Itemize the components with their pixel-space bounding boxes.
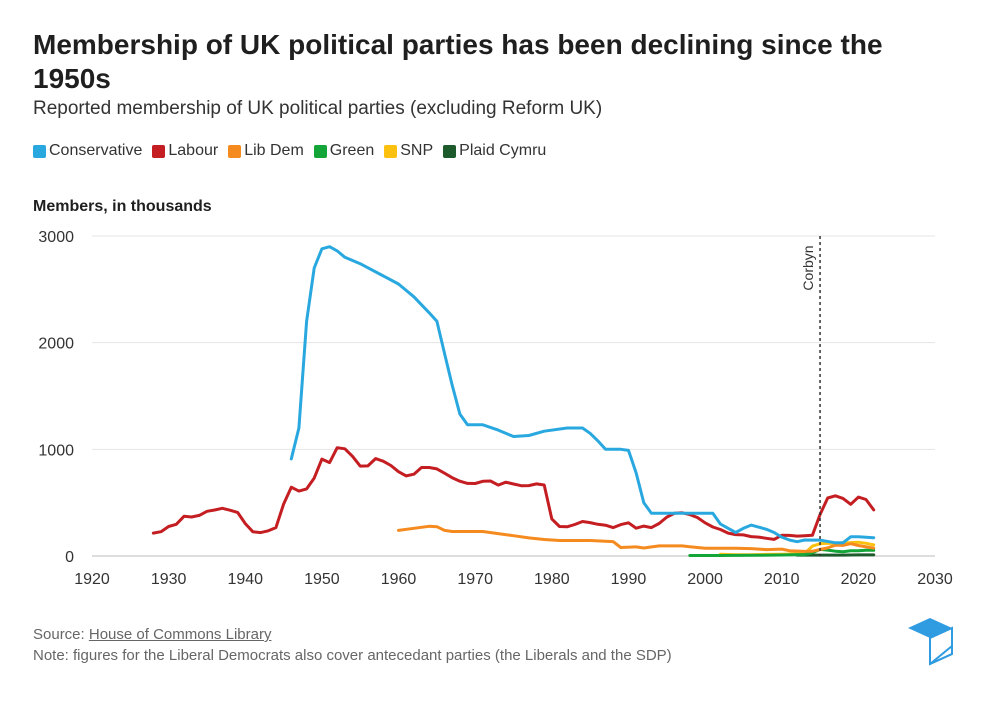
legend-label: SNP — [400, 142, 434, 159]
legend-label: Lib Dem — [244, 142, 304, 159]
source-block: Source: House of Commons Library Note: f… — [33, 624, 672, 666]
x-tick-label: 2020 — [841, 571, 877, 588]
y-axis-title: Members, in thousands — [33, 198, 212, 215]
legend-swatch — [443, 144, 457, 158]
legend-item-labour: Labour — [152, 142, 218, 160]
x-tick-label: 1980 — [534, 571, 570, 588]
legend-swatch — [33, 144, 46, 158]
chart-title: Membership of UK political parties has b… — [33, 29, 883, 94]
y-tick-label: 0 — [65, 549, 74, 566]
chart-subtitle: Reported membership of UK political part… — [33, 98, 603, 119]
x-tick-label: 1920 — [74, 571, 110, 588]
legend: Conservative Labour Lib Dem Green SNP Plaid C… — [33, 142, 546, 160]
annotation-label: Corbyn — [800, 245, 816, 290]
y-tick-label: 2000 — [38, 336, 74, 353]
legend-item-conservative: Conservative — [33, 142, 142, 160]
x-tick-label: 1970 — [457, 571, 493, 588]
note-text: Note: figures for the Liberal Democrats … — [33, 647, 672, 664]
source-label: Source: — [33, 626, 85, 643]
legend-swatch — [313, 144, 327, 158]
x-tick-label: 1930 — [151, 571, 187, 588]
legend-label: Labour — [168, 142, 219, 159]
series-line-lib-dem — [397, 524, 876, 553]
series-line-conservative — [289, 245, 876, 545]
x-tick-label: 1950 — [304, 571, 340, 588]
legend-label: Conservative — [49, 142, 143, 159]
legend-swatch — [228, 144, 242, 158]
legend-swatch — [384, 144, 398, 158]
brand-cube-icon — [908, 618, 953, 666]
legend-label: Plaid Cymru — [459, 142, 547, 159]
x-tick-label: 2030 — [917, 571, 953, 588]
x-tick-label: 2010 — [764, 571, 800, 588]
y-tick-label: 1000 — [38, 442, 74, 459]
series-line-labour — [151, 446, 876, 541]
legend-item-green: Green — [313, 142, 375, 160]
source-link[interactable]: House of Commons Library — [88, 626, 272, 643]
membership-line-chart: 0 1000 2000 3000 1920 1930 1940 1950 1960 1970 198… — [38, 229, 953, 588]
x-tick-label: 1960 — [381, 571, 417, 588]
y-tick-label: 3000 — [38, 229, 74, 246]
x-tick-label: 1940 — [227, 571, 263, 588]
legend-item-snp: SNP — [384, 142, 433, 160]
legend-item-lib-dem: Lib Dem — [228, 142, 304, 160]
x-tick-label: 2000 — [687, 571, 723, 588]
legend-swatch — [152, 144, 166, 158]
legend-label: Green — [329, 142, 375, 159]
legend-item-plaid-cymru: Plaid Cymru — [443, 142, 546, 160]
x-tick-label: 1990 — [611, 571, 647, 588]
